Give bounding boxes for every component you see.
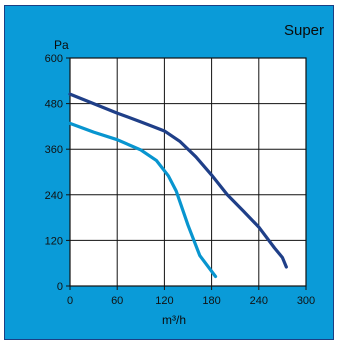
y-tick-label: 240	[45, 190, 63, 202]
plot-area	[70, 58, 306, 286]
x-tick-label: 300	[297, 295, 315, 307]
tick-labels: 0 60 120 180 240 300 0 120 240 360 480 600	[45, 53, 316, 307]
x-tick-label: 120	[155, 295, 173, 307]
x-axis-label: m³/h	[162, 313, 186, 327]
y-tick-label: 0	[57, 281, 63, 293]
y-tick-label: 600	[45, 53, 63, 65]
light-series-line	[68, 121, 218, 279]
dark-series-line	[68, 92, 288, 269]
chart-title: Super	[283, 22, 324, 39]
x-tick-label: 180	[202, 295, 220, 307]
axis-ticks	[66, 57, 307, 290]
y-tick-label: 480	[45, 99, 63, 111]
plot-frame	[69, 57, 307, 287]
series-layer	[68, 92, 288, 279]
y-tick-label: 120	[45, 235, 63, 247]
x-tick-label: 240	[250, 295, 268, 307]
x-tick-label: 0	[67, 295, 73, 307]
y-axis-label: Pa	[54, 38, 69, 52]
y-tick-label: 360	[45, 144, 63, 156]
x-tick-label: 60	[111, 295, 123, 307]
grid-lines	[69, 57, 307, 287]
